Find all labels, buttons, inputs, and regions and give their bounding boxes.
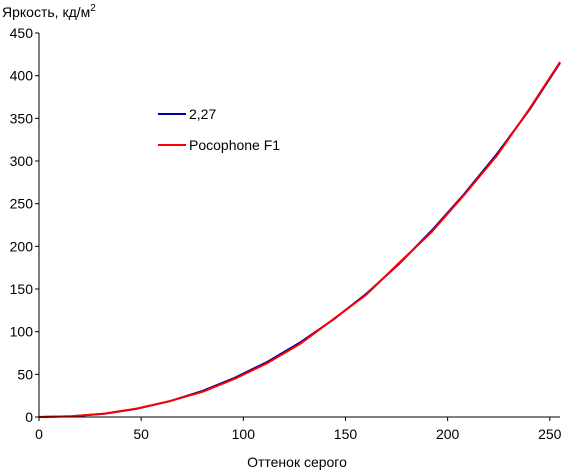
x-tick-label: 100 (232, 426, 256, 442)
x-axis-title: Оттенок серого (247, 454, 347, 470)
y-tick-label: 400 (10, 68, 34, 84)
x-tick-label: 50 (133, 426, 149, 442)
series-line-2 (38, 61, 561, 418)
y-tick-label: 0 (25, 409, 33, 425)
y-axis-title: Яркость, кд/м2 (2, 3, 96, 20)
y-axis-title-main: Яркость, кд/м (2, 4, 90, 20)
y-tick-label: 250 (10, 196, 34, 212)
y-tick-label: 300 (10, 153, 34, 169)
plot-area: 0 50 100 150 200 250 300 350 400 450 0 50 100 150 200 2… (10, 25, 562, 442)
y-tick-label: 450 (10, 25, 34, 41)
y-tick-label: 50 (17, 366, 33, 382)
x-tick-label: 250 (538, 426, 562, 442)
y-tick-label: 200 (10, 238, 34, 254)
y-tick-label: 350 (10, 110, 34, 126)
y-tick-label: 150 (10, 281, 34, 297)
x-tick-label: 200 (436, 426, 460, 442)
x-tick-label: 0 (35, 426, 43, 442)
legend: 2,27 Pocophone F1 (158, 106, 280, 153)
y-axis-title-superscript: 2 (90, 3, 96, 14)
legend-label-series-1: 2,27 (189, 106, 216, 122)
y-tick-label: 100 (10, 324, 34, 340)
legend-label-series-2: Pocophone F1 (189, 137, 280, 153)
x-tick-label: 150 (334, 426, 358, 442)
series-line-1 (38, 62, 561, 418)
